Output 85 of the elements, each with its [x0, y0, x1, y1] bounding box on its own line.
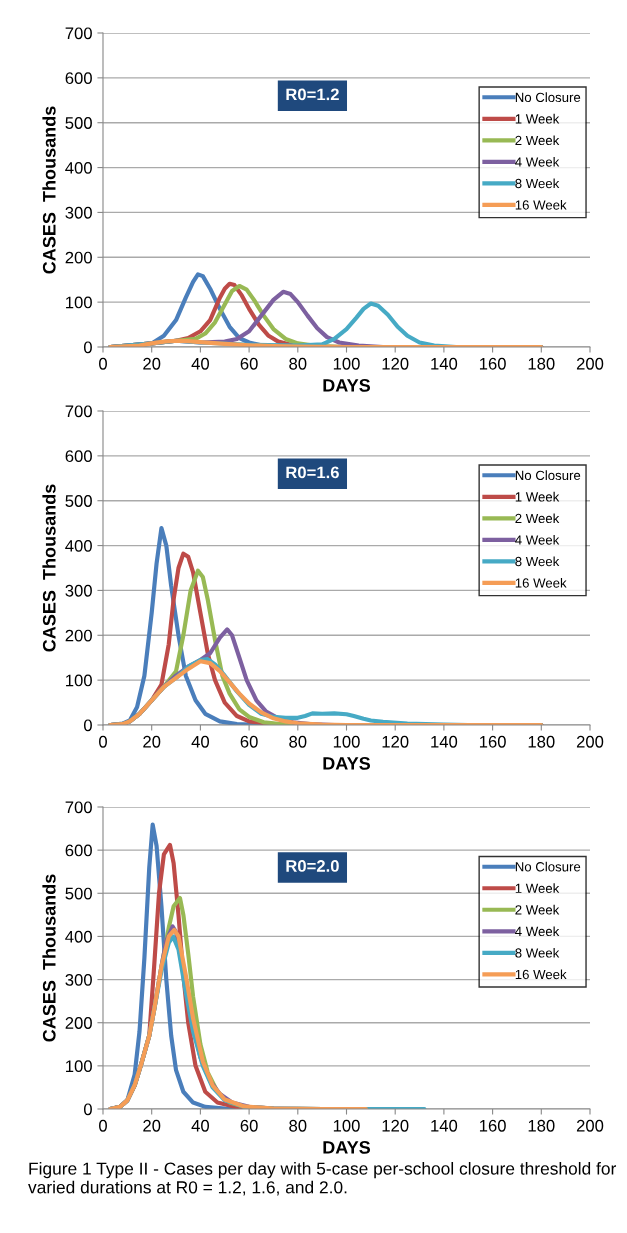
x-tick-label: 140: [431, 735, 458, 748]
x-tick-label: 40: [191, 1119, 210, 1132]
y-tick-label: 200: [65, 629, 92, 642]
y-tick-label: 700: [65, 801, 92, 814]
y-tick-label: 400: [65, 930, 92, 943]
x-tick-label: 180: [528, 1119, 555, 1132]
y-tick-label: 300: [65, 584, 92, 597]
legend-label: 4 Week: [515, 534, 560, 545]
y-tick-label: 100: [66, 1060, 92, 1073]
x-tick-label: 60: [240, 735, 258, 748]
legend-label: 8 Week: [515, 178, 560, 189]
annotation: R0=1.2: [286, 88, 339, 101]
y-tick-label: 500: [65, 495, 92, 507]
y-tick-label: 0: [83, 719, 92, 732]
legend-label: 8 Week: [515, 556, 560, 567]
y-tick-label: 100: [66, 296, 92, 309]
x-tick-label: 60: [240, 1119, 258, 1132]
y-tick-label: 700: [65, 405, 92, 418]
y-tick-label: 200: [65, 1017, 92, 1029]
y-axis-title: CASES Thousands: [42, 874, 56, 1042]
x-tick-label: 100: [333, 735, 360, 748]
y-tick-label: 600: [65, 844, 92, 857]
y-tick-label: 500: [65, 887, 92, 900]
annotation: R0=1.6: [286, 466, 339, 479]
y-tick-label: 600: [65, 450, 92, 463]
legend-label: No Closure: [515, 470, 581, 481]
x-tick-label: 120: [382, 1119, 409, 1132]
x-tick-label: 160: [479, 357, 506, 370]
y-axis-title: CASES Thousands: [42, 484, 56, 652]
y-tick-label: 0: [83, 341, 92, 354]
x-tick-label: 80: [289, 1119, 307, 1132]
x-tick-label: 140: [431, 1119, 458, 1132]
x-tick-label: 200: [576, 357, 604, 370]
x-tick-label: 80: [289, 735, 307, 748]
legend-label: 16 Week: [515, 969, 567, 980]
x-tick-label: 20: [143, 735, 161, 748]
legend-label: 4 Week: [515, 156, 560, 167]
x-tick-label: 140: [431, 357, 458, 370]
legend-label: 4 Week: [515, 926, 560, 937]
y-axis-title: CASES Thousands: [42, 106, 56, 274]
legend-label: No Closure: [515, 92, 581, 103]
legend-label: 1 Week: [515, 491, 560, 502]
y-tick-label: 500: [65, 117, 92, 129]
x-tick-label: 200: [576, 735, 604, 748]
legend-label: 16 Week: [515, 578, 567, 588]
x-axis-title: DAYS: [323, 1140, 371, 1154]
legend-label: 2 Week: [515, 135, 560, 146]
x-tick-label: 100: [333, 1119, 360, 1132]
x-tick-label: 160: [479, 1119, 506, 1132]
x-tick-label: 180: [528, 735, 555, 748]
x-tick-label: 80: [289, 357, 307, 370]
annotation: R0=2.0: [286, 860, 339, 872]
legend-label: 1 Week: [515, 113, 560, 124]
x-tick-label: 0: [99, 357, 107, 370]
x-tick-label: 200: [576, 1119, 604, 1132]
x-tick-label: 100: [333, 357, 360, 370]
legend-label: 2 Week: [515, 904, 560, 915]
x-axis-title: DAYS: [323, 378, 371, 392]
y-tick-label: 300: [65, 973, 92, 986]
x-tick-label: 40: [191, 357, 210, 370]
y-tick-label: 100: [66, 674, 92, 687]
x-tick-label: 120: [382, 735, 409, 748]
legend-label: No Closure: [515, 861, 581, 872]
y-tick-label: 200: [65, 251, 92, 264]
legend-label: 1 Week: [515, 883, 560, 893]
y-tick-label: 700: [65, 27, 92, 40]
x-axis-title: DAYS: [323, 756, 371, 770]
x-tick-label: 40: [191, 735, 210, 748]
x-tick-label: 160: [479, 735, 506, 748]
x-tick-label: 180: [528, 357, 555, 370]
y-tick-label: 400: [65, 539, 92, 552]
x-tick-label: 0: [99, 1119, 107, 1132]
y-tick-label: 300: [65, 206, 92, 219]
x-tick-label: 60: [240, 357, 258, 370]
legend-label: 2 Week: [515, 513, 560, 524]
x-tick-label: 20: [143, 1119, 161, 1132]
y-tick-label: 400: [65, 161, 92, 174]
legend-label: 8 Week: [515, 947, 560, 958]
y-tick-label: 0: [83, 1103, 92, 1116]
x-tick-label: 0: [99, 735, 107, 748]
caption: Figure 1 Type II - Cases per day with 5-case per-school closure threshold for varied durations at R0 = 1.2, 1.6, and 2.0.: [28, 1162, 617, 1196]
y-tick-label: 600: [65, 72, 92, 85]
legend-label: 16 Week: [515, 200, 567, 210]
x-tick-label: 20: [143, 357, 161, 370]
x-tick-label: 120: [382, 357, 409, 370]
